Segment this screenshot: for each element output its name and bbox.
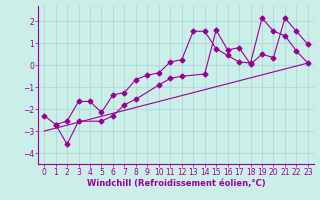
X-axis label: Windchill (Refroidissement éolien,°C): Windchill (Refroidissement éolien,°C) bbox=[87, 179, 265, 188]
